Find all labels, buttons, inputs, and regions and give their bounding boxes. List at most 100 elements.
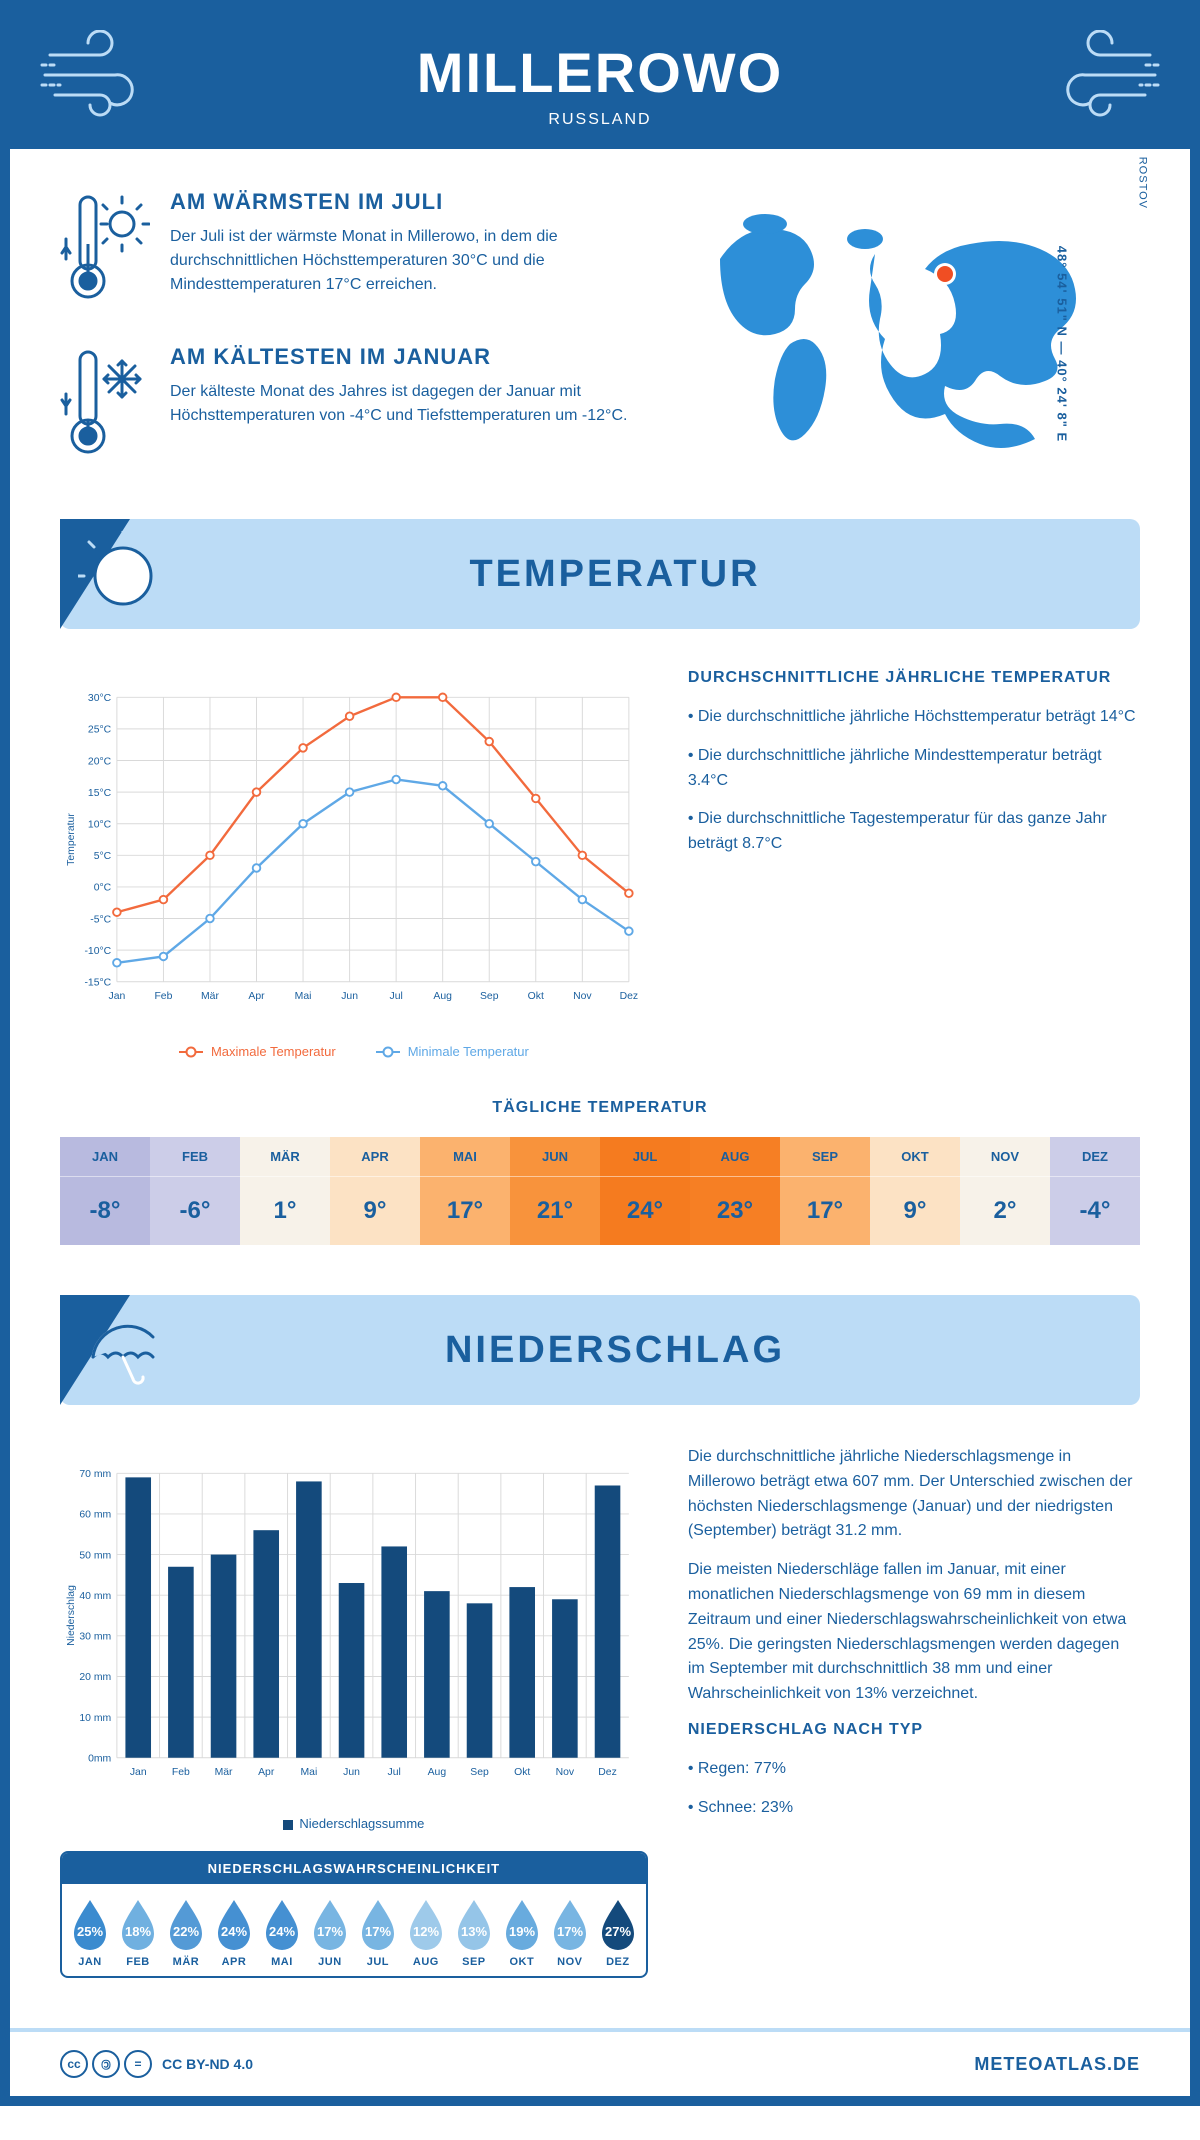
- svg-text:24%: 24%: [269, 1924, 295, 1939]
- daily-cell: SEP17°: [780, 1137, 870, 1245]
- daily-cell: MAI17°: [420, 1137, 510, 1245]
- site-name: METEOATLAS.DE: [974, 2054, 1140, 2075]
- svg-text:Jan: Jan: [130, 1767, 147, 1778]
- svg-text:17%: 17%: [365, 1924, 391, 1939]
- svg-text:-10°C: -10°C: [84, 946, 111, 957]
- footer: cc 🄯 = CC BY-ND 4.0 METEOATLAS.DE: [10, 2028, 1190, 2096]
- svg-text:25°C: 25°C: [88, 725, 112, 736]
- svg-text:Sep: Sep: [480, 991, 499, 1002]
- svg-text:12%: 12%: [413, 1924, 439, 1939]
- country-name: RUSSLAND: [10, 111, 1190, 129]
- prob-drop: 17% JUL: [354, 1896, 402, 1968]
- prob-drop: 24% MAI: [258, 1896, 306, 1968]
- svg-text:Aug: Aug: [433, 991, 452, 1002]
- cc-icon: cc: [60, 2050, 88, 2078]
- svg-text:0mm: 0mm: [88, 1754, 111, 1765]
- thermometer-snow-icon: [60, 344, 150, 469]
- svg-text:50 mm: 50 mm: [79, 1550, 111, 1561]
- svg-text:40 mm: 40 mm: [79, 1591, 111, 1602]
- svg-text:Feb: Feb: [172, 1767, 190, 1778]
- svg-text:Okt: Okt: [528, 991, 544, 1002]
- svg-text:Niederschlag: Niederschlag: [66, 1585, 77, 1646]
- warmest-block: AM WÄRMSTEN IM JULI Der Juli ist der wär…: [60, 189, 650, 314]
- thermometer-sun-icon: [60, 189, 150, 314]
- daily-cell: AUG23°: [690, 1137, 780, 1245]
- svg-text:Sep: Sep: [470, 1767, 489, 1778]
- prob-drop: 22% MÄR: [162, 1896, 210, 1968]
- precip-probability-box: NIEDERSCHLAGSWAHRSCHEINLICHKEIT 25% JAN …: [60, 1851, 648, 1978]
- daily-cell: FEB-6°: [150, 1137, 240, 1245]
- prob-drop: 18% FEB: [114, 1896, 162, 1968]
- prob-drop: 13% SEP: [450, 1896, 498, 1968]
- section-header-precip: NIEDERSCHLAG: [60, 1295, 1140, 1405]
- svg-text:Jun: Jun: [343, 1767, 360, 1778]
- svg-text:13%: 13%: [461, 1924, 487, 1939]
- svg-text:10°C: 10°C: [88, 820, 112, 831]
- svg-text:24%: 24%: [221, 1924, 247, 1939]
- svg-text:60 mm: 60 mm: [79, 1510, 111, 1521]
- daily-temp-title: TÄGLICHE TEMPERATUR: [60, 1099, 1140, 1117]
- prob-drop: 19% OKT: [498, 1896, 546, 1968]
- svg-text:22%: 22%: [173, 1924, 199, 1939]
- warmest-text: Der Juli ist der wärmste Monat in Miller…: [170, 225, 650, 297]
- svg-text:Apr: Apr: [258, 1767, 275, 1778]
- svg-text:25%: 25%: [77, 1924, 103, 1939]
- svg-text:Apr: Apr: [248, 991, 265, 1002]
- svg-text:Mai: Mai: [300, 1767, 317, 1778]
- daily-cell: JAN-8°: [60, 1137, 150, 1245]
- precip-bar-chart: 0mm10 mm20 mm30 mm40 mm50 mm60 mm70 mmJa…: [60, 1445, 648, 1805]
- temp-desc-title: DURCHSCHNITTLICHE JÄHRLICHE TEMPERATUR: [688, 669, 1140, 687]
- svg-text:Jan: Jan: [108, 991, 125, 1002]
- daily-cell: JUL24°: [600, 1137, 690, 1245]
- section-header-temperature: TEMPERATUR: [60, 519, 1140, 629]
- svg-text:Dez: Dez: [620, 991, 639, 1002]
- svg-text:Nov: Nov: [556, 1767, 575, 1778]
- svg-text:Jul: Jul: [388, 1767, 401, 1778]
- temperature-title: TEMPERATUR: [210, 553, 1140, 596]
- svg-text:Dez: Dez: [598, 1767, 617, 1778]
- temp-desc-bullets: Die durchschnittliche jährliche Höchstte…: [688, 705, 1140, 857]
- warmest-title: AM WÄRMSTEN IM JULI: [170, 189, 650, 215]
- daily-cell: JUN21°: [510, 1137, 600, 1245]
- svg-text:Aug: Aug: [428, 1767, 447, 1778]
- legend-max: Maximale Temperatur: [179, 1044, 336, 1059]
- wind-icon-right: [1050, 30, 1160, 125]
- precip-legend: Niederschlagssumme: [60, 1816, 648, 1831]
- svg-text:17%: 17%: [317, 1924, 343, 1939]
- daily-cell: MÄR1°: [240, 1137, 330, 1245]
- svg-text:18%: 18%: [125, 1924, 151, 1939]
- precip-type-bullets: Regen: 77%Schnee: 23%: [688, 1757, 1140, 1821]
- svg-text:Mär: Mär: [215, 1767, 233, 1778]
- daily-cell: DEZ-4°: [1050, 1137, 1140, 1245]
- precip-type-title: NIEDERSCHLAG NACH TYP: [688, 1721, 1140, 1739]
- license-text: CC BY-ND 4.0: [162, 2056, 253, 2072]
- region-label: ROSTOV: [1136, 157, 1148, 209]
- precip-title: NIEDERSCHLAG: [210, 1329, 1140, 1372]
- svg-text:5°C: 5°C: [94, 851, 112, 862]
- prob-drop: 25% JAN: [66, 1896, 114, 1968]
- prob-drop: 27% DEZ: [594, 1896, 642, 1968]
- coldest-title: AM KÄLTESTEN IM JANUAR: [170, 344, 650, 370]
- city-name: MILLEROWO: [10, 40, 1190, 105]
- svg-text:20 mm: 20 mm: [79, 1672, 111, 1683]
- daily-cell: APR9°: [330, 1137, 420, 1245]
- daily-temp-table: JAN-8°FEB-6°MÄR1°APR9°MAI17°JUN21°JUL24°…: [60, 1137, 1140, 1245]
- svg-text:0°C: 0°C: [94, 883, 112, 894]
- coldest-text: Der kälteste Monat des Jahres ist dagege…: [170, 380, 650, 428]
- svg-text:70 mm: 70 mm: [79, 1469, 111, 1480]
- temperature-line-chart: -15°C-10°C-5°C0°C5°C10°C15°C20°C25°C30°C…: [60, 669, 648, 1029]
- legend-min: Minimale Temperatur: [376, 1044, 529, 1059]
- precip-desc-p2: Die meisten Niederschläge fallen im Janu…: [688, 1558, 1140, 1707]
- svg-text:30 mm: 30 mm: [79, 1632, 111, 1643]
- prob-drop: 24% APR: [210, 1896, 258, 1968]
- svg-text:27%: 27%: [605, 1924, 631, 1939]
- svg-text:-15°C: -15°C: [84, 978, 111, 989]
- svg-text:30°C: 30°C: [88, 693, 112, 704]
- header-banner: MILLEROWO RUSSLAND: [10, 10, 1190, 149]
- svg-text:Jun: Jun: [341, 991, 358, 1002]
- svg-text:Okt: Okt: [514, 1767, 530, 1778]
- prob-drop: 17% NOV: [546, 1896, 594, 1968]
- daily-cell: NOV2°: [960, 1137, 1050, 1245]
- svg-text:-5°C: -5°C: [90, 914, 111, 925]
- svg-text:Mai: Mai: [295, 991, 312, 1002]
